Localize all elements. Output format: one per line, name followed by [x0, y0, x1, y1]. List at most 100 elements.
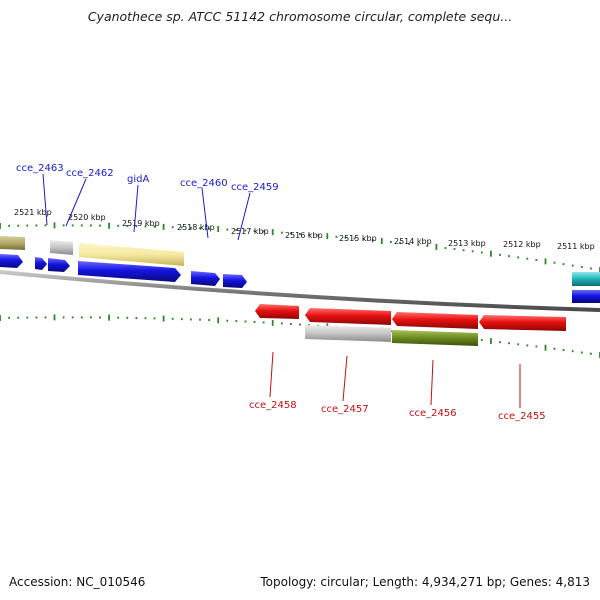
minor-tick	[190, 318, 192, 321]
gene-feature[interactable]	[0, 254, 23, 268]
minor-tick	[262, 230, 265, 233]
ruler-labels: 2521 kbp 2520 kbp 2519 kbp 2518 kbp 2517…	[14, 208, 595, 251]
minor-tick	[499, 253, 501, 256]
minor-tick	[308, 233, 310, 236]
minor-tick	[135, 225, 138, 228]
major-tick	[0, 223, 1, 229]
minor-tick	[390, 241, 392, 243]
minor-tick	[399, 241, 401, 244]
minor-tick	[462, 249, 465, 252]
major-tick	[271, 319, 274, 326]
leader-line	[269, 351, 274, 398]
gene-label[interactable]: cce_2455	[498, 411, 546, 422]
gene-feature[interactable]	[78, 261, 181, 282]
minor-tick	[571, 264, 574, 267]
gene-label[interactable]: cce_2462	[66, 168, 114, 179]
gene-label[interactable]: cce_2456	[409, 408, 457, 419]
minor-tick	[17, 316, 20, 319]
minor-tick	[553, 261, 556, 264]
minor-tick	[535, 259, 538, 261]
ruler-label: 2518 kbp	[177, 223, 215, 232]
minor-tick	[71, 224, 74, 227]
reverse-strand-features	[255, 304, 566, 346]
minor-tick	[408, 242, 410, 245]
minor-tick	[90, 316, 92, 319]
minor-tick	[526, 257, 529, 260]
gene-feature[interactable]	[572, 272, 600, 286]
minor-tick	[126, 316, 129, 319]
minor-tick	[180, 226, 183, 229]
minor-tick	[453, 248, 456, 250]
minor-tick	[235, 320, 238, 323]
leader-line	[342, 355, 348, 402]
gene-feature[interactable]	[0, 236, 25, 250]
minor-tick	[280, 231, 283, 234]
gene-feature[interactable]	[392, 312, 478, 329]
accession-label: Accession: NC_010546	[9, 575, 146, 589]
minor-tick	[562, 349, 565, 351]
major-tick	[162, 223, 165, 230]
minor-tick	[80, 316, 83, 319]
major-tick	[490, 250, 492, 257]
gene-label[interactable]: cce_2459	[231, 182, 279, 193]
leader-line	[133, 184, 139, 233]
gene-feature[interactable]	[35, 257, 47, 270]
leader-line	[237, 192, 251, 241]
gene-feature[interactable]	[305, 308, 391, 325]
ruler-label: 2511 kbp	[557, 242, 595, 251]
gene-feature[interactable]	[79, 243, 184, 266]
ruler-label: 2517 kbp	[231, 227, 269, 236]
major-tick	[108, 314, 110, 321]
minor-tick	[153, 317, 156, 320]
gene-feature[interactable]	[572, 290, 600, 303]
minor-tick	[35, 224, 38, 227]
minor-tick	[499, 341, 501, 344]
major-tick	[108, 222, 110, 229]
minor-tick	[253, 321, 256, 323]
gene-feature[interactable]	[223, 274, 247, 288]
ruler-label: 2513 kbp	[448, 239, 486, 248]
minor-tick	[199, 227, 201, 230]
leader-line	[201, 187, 209, 239]
gene-feature[interactable]	[191, 271, 220, 286]
minor-tick	[26, 316, 29, 319]
minor-tick	[17, 224, 20, 227]
major-tick	[271, 229, 274, 236]
gene-label[interactable]: cce_2460	[180, 178, 228, 189]
minor-tick	[62, 316, 65, 319]
gene-feature[interactable]	[48, 258, 70, 272]
gene-feature[interactable]	[50, 240, 73, 255]
gene-label[interactable]: cce_2457	[321, 404, 369, 415]
major-tick	[162, 315, 165, 322]
minor-tick	[226, 319, 229, 322]
minor-tick	[171, 226, 174, 229]
minor-tick	[135, 317, 138, 319]
minor-tick	[190, 226, 192, 229]
minor-tick	[26, 224, 29, 227]
minor-tick	[526, 344, 529, 347]
major-tick	[217, 317, 220, 324]
forward-strand-features	[0, 236, 600, 303]
gene-feature[interactable]	[305, 325, 391, 342]
minor-tick	[235, 229, 238, 231]
minor-tick	[117, 224, 120, 227]
gene-feature[interactable]	[255, 304, 299, 319]
major-tick	[217, 226, 220, 232]
major-tick	[380, 238, 383, 244]
minor-tick	[8, 224, 10, 227]
minor-tick	[535, 345, 538, 348]
gene-feature[interactable]	[392, 330, 478, 346]
gene-label[interactable]: cce_2463	[16, 163, 64, 174]
gene-feature[interactable]	[479, 315, 566, 331]
minor-tick	[290, 232, 292, 235]
minor-tick	[180, 318, 183, 321]
gene-label[interactable]: gidA	[127, 174, 149, 185]
minor-tick	[590, 352, 592, 355]
minor-tick	[517, 256, 520, 259]
gene-label[interactable]: cce_2458	[249, 400, 297, 411]
minor-tick	[44, 316, 47, 319]
minor-tick	[480, 251, 483, 254]
minor-tick	[308, 324, 310, 327]
minor-tick	[99, 224, 101, 227]
